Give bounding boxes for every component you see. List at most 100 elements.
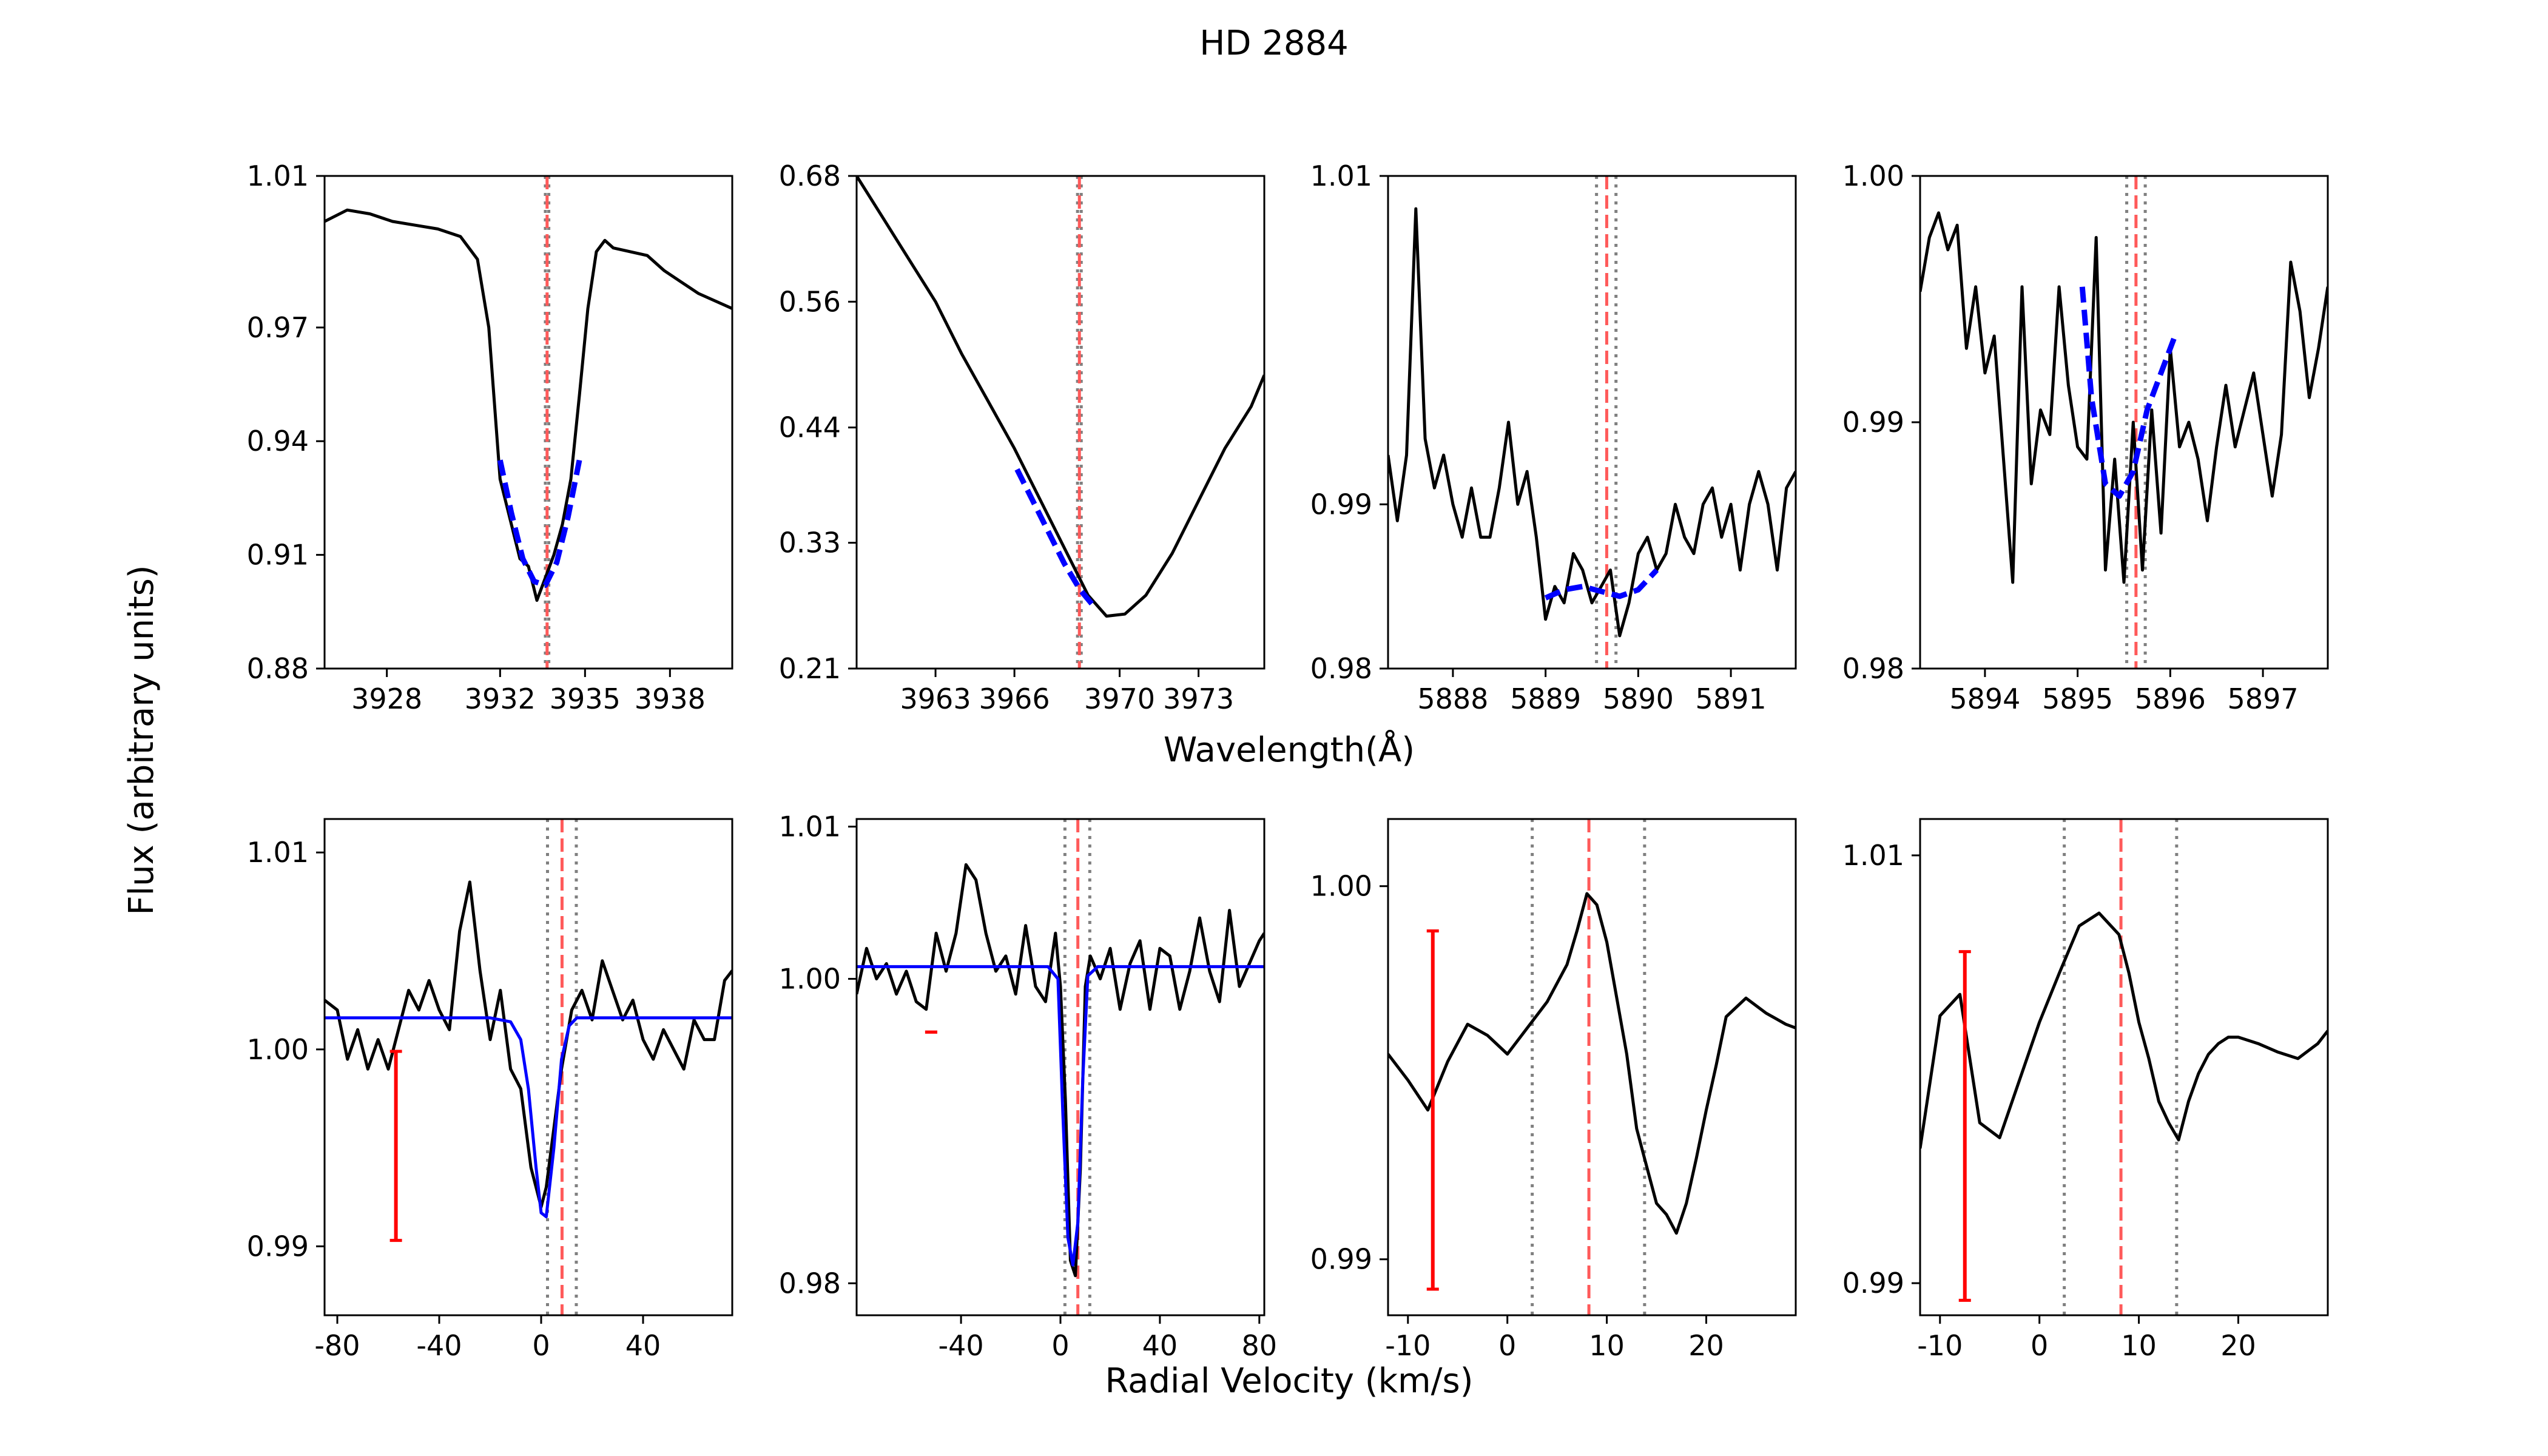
panel-na-d2-velocity: -10 0 10 20 0.99 1.00 xyxy=(1310,818,1797,1362)
panel-na-d2-wavelength: 5888 5889 5890 5891 0.98 0.99 1.01 xyxy=(1310,160,1797,715)
x-tick-label: 5895 xyxy=(2042,682,2113,715)
y-tick-label: 1.01 xyxy=(247,836,309,869)
y-tick-label: 0.44 xyxy=(779,411,841,444)
y-tick-label: 1.01 xyxy=(1310,160,1372,192)
panel-ca-k-velocity: -80 -40 0 40 0.99 1.00 1.01 xyxy=(247,818,733,1362)
series-spectrum xyxy=(325,880,732,1208)
x-tick-label: 3966 xyxy=(979,682,1050,715)
plot-area xyxy=(857,176,1264,669)
x-tick-label: -80 xyxy=(314,1329,360,1362)
y-tick-label: 0.33 xyxy=(779,527,841,559)
panel-ca-h-velocity: -40 0 40 80 0.98 1.00 1.01 xyxy=(779,811,1278,1362)
x-tick-label: 20 xyxy=(1688,1329,1724,1362)
plot-area xyxy=(325,176,732,669)
x-tick-label: 3932 xyxy=(465,682,536,715)
y-tick-label: 0.97 xyxy=(247,311,309,344)
y-tick-label: 0.94 xyxy=(247,425,309,457)
plot-area xyxy=(325,819,732,1315)
series-fit xyxy=(2079,286,2178,499)
series-fit xyxy=(1544,568,1659,601)
x-tick-label: 5888 xyxy=(1417,682,1488,715)
y-tick-label: 0.98 xyxy=(1842,652,1904,685)
series-spectrum xyxy=(857,863,1264,1278)
x-tick-label: 20 xyxy=(2220,1329,2256,1362)
axes-frame xyxy=(1919,818,2329,1316)
x-tick-label: 5891 xyxy=(1696,682,1767,715)
axes-frame xyxy=(1387,818,1797,1316)
axes-frame xyxy=(323,818,733,1316)
x-tick-label: 0 xyxy=(1498,1329,1516,1362)
x-tick-label: -40 xyxy=(939,1329,984,1362)
series-fit xyxy=(325,1016,732,1219)
series-fit xyxy=(857,965,1264,1267)
series-spectrum xyxy=(1388,207,1796,638)
x-tick-label: 80 xyxy=(1242,1329,1278,1362)
plot-area xyxy=(1388,819,1796,1315)
x-tick-label: 3963 xyxy=(900,682,971,715)
plot-area xyxy=(1388,176,1796,669)
x-tick-label: 40 xyxy=(625,1329,661,1362)
y-tick-label: 0.99 xyxy=(247,1230,309,1262)
y-tick-label: 0.98 xyxy=(1310,652,1372,685)
x-tick-label: 3928 xyxy=(351,682,422,715)
axes-frame xyxy=(855,175,1266,670)
x-tick-label: 5889 xyxy=(1510,682,1581,715)
x-tick-label: 3973 xyxy=(1163,682,1234,715)
y-tick-label: 0.68 xyxy=(779,160,841,192)
x-tick-label: -10 xyxy=(1385,1329,1431,1362)
series-spectrum xyxy=(1920,211,2328,584)
x-axis-label-wavelength: Wavelength(Å) xyxy=(1164,730,1415,770)
panel-na-d1-velocity: -10 0 10 20 0.99 1.01 xyxy=(1842,818,2329,1362)
plot-area xyxy=(857,819,1264,1315)
x-tick-label: 10 xyxy=(2121,1329,2157,1362)
series-spectrum xyxy=(1920,911,2328,1149)
y-tick-label: 1.00 xyxy=(247,1033,309,1066)
panel-na-d1-wavelength: 5894 5895 5896 5897 0.98 0.99 1.00 xyxy=(1842,160,2329,715)
x-tick-label: 40 xyxy=(1142,1329,1178,1362)
series-spectrum xyxy=(325,208,732,602)
errorbar xyxy=(1426,929,1439,1291)
series-spectrum xyxy=(857,176,1264,618)
y-tick-label: 1.01 xyxy=(247,160,309,192)
y-tick-label: 0.91 xyxy=(247,539,309,571)
x-tick-label: -40 xyxy=(416,1329,462,1362)
y-tick-label: 0.98 xyxy=(779,1267,841,1299)
y-tick-label: 1.01 xyxy=(779,811,841,843)
x-tick-label: 5897 xyxy=(2228,682,2299,715)
x-axis-label-velocity: Radial Velocity (km/s) xyxy=(1105,1361,1474,1401)
y-tick-label: 1.00 xyxy=(1310,870,1372,903)
panels: 3928 3932 3935 3938 0.88 0.91 0.94 0.97 1.01 3963… xyxy=(247,160,2329,1362)
x-tick-label: 3935 xyxy=(550,682,621,715)
x-tick-label: 3970 xyxy=(1084,682,1155,715)
x-tick-label: 0 xyxy=(532,1329,550,1362)
x-tick-label: 3938 xyxy=(635,682,706,715)
axes-frame xyxy=(1387,175,1797,670)
y-tick-label: 0.99 xyxy=(1842,1267,1904,1299)
figure-title: HD 2884 xyxy=(1199,24,1349,63)
x-tick-label: 5890 xyxy=(1603,682,1674,715)
plot-area xyxy=(1920,176,2328,669)
x-tick-label: -10 xyxy=(1917,1329,1963,1362)
series-fit xyxy=(1014,468,1096,608)
x-tick-label: 5894 xyxy=(1949,682,2020,715)
y-tick-label: 0.99 xyxy=(1842,406,1904,439)
y-tick-label: 1.00 xyxy=(1842,160,1904,192)
x-tick-label: 10 xyxy=(1589,1329,1625,1362)
y-tick-label: 0.88 xyxy=(247,652,309,685)
y-axis-label: Flux (arbitrary units) xyxy=(122,565,161,915)
panel-ca-k-wavelength: 3928 3932 3935 3938 0.88 0.91 0.94 0.97 1.01 xyxy=(247,160,733,715)
series-spectrum xyxy=(1388,892,1796,1235)
x-tick-label: 0 xyxy=(1051,1329,1069,1362)
y-tick-label: 0.21 xyxy=(779,652,841,685)
errorbar xyxy=(389,1050,402,1242)
plot-area xyxy=(1920,819,2328,1315)
y-tick-label: 0.99 xyxy=(1310,488,1372,521)
y-tick-label: 0.56 xyxy=(779,285,841,318)
panel-ca-h-wavelength: 3963 3966 3970 3973 0.21 0.33 0.44 0.56 0.68 xyxy=(779,160,1266,715)
y-tick-label: 1.00 xyxy=(779,962,841,995)
x-tick-label: 0 xyxy=(2031,1329,2048,1362)
errorbar xyxy=(1958,950,1971,1302)
axes-frame xyxy=(323,175,733,670)
